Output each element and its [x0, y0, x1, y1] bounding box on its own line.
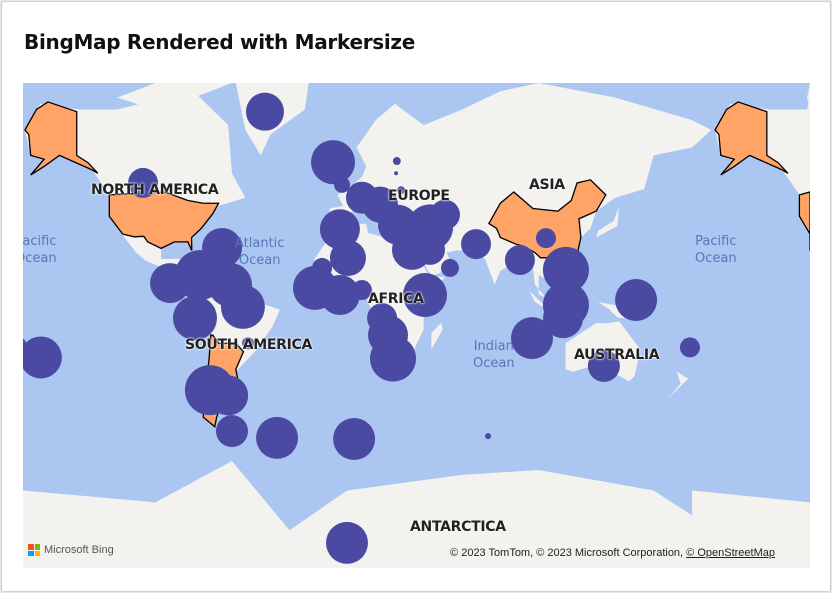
map-marker[interactable]	[319, 209, 360, 250]
map-marker[interactable]	[242, 337, 255, 350]
ocean-label: Pacific Ocean	[695, 234, 737, 266]
attribution-text: © 2023 TomTom, © 2023 Microsoft Corporat…	[450, 547, 687, 559]
antarctica-land	[692, 460, 810, 568]
alaska-highlight[interactable]	[24, 101, 99, 176]
map-marker[interactable]	[542, 246, 589, 293]
map-marker[interactable]	[245, 92, 284, 131]
map-marker[interactable]	[312, 257, 333, 278]
ocean-label: Indian Ocean	[473, 339, 515, 371]
map-marker[interactable]	[397, 186, 406, 195]
continent-label: AUSTRALIA	[574, 347, 660, 363]
continent-label: SOUTH AMERICA	[185, 337, 313, 353]
map-marker[interactable]	[504, 245, 535, 276]
map-marker[interactable]	[485, 433, 492, 440]
map-marker[interactable]	[351, 280, 372, 301]
madagascar-land	[431, 323, 443, 350]
continent-label: EUROPE	[388, 188, 450, 204]
ocean-label: Atlantic Ocean	[235, 236, 285, 268]
map-marker[interactable]	[429, 199, 460, 230]
map-marker[interactable]	[326, 521, 368, 564]
alaska-highlight[interactable]	[714, 101, 789, 176]
map-marker[interactable]	[333, 417, 376, 460]
usa-highlight[interactable]	[798, 191, 810, 251]
continent-label: ASIA	[529, 177, 565, 193]
map-marker[interactable]	[440, 258, 459, 277]
map-marker[interactable]	[370, 335, 417, 382]
bing-logo-text: Microsoft Bing	[44, 544, 114, 556]
map-marker[interactable]	[679, 337, 700, 358]
map-marker[interactable]	[403, 273, 448, 318]
map-marker[interactable]	[535, 228, 556, 249]
map-marker[interactable]	[23, 336, 62, 379]
map-marker[interactable]	[415, 234, 446, 265]
openstreetmap-link[interactable]: © OpenStreetMap	[686, 547, 775, 559]
usa-highlight[interactable]	[108, 191, 220, 251]
bing-logo: Microsoft Bing	[28, 544, 114, 556]
antarctica-land	[23, 460, 693, 568]
continent-label: NORTH AMERICA	[91, 182, 219, 198]
continent-label: AFRICA	[368, 291, 424, 307]
map-marker[interactable]	[319, 275, 360, 316]
map-marker[interactable]	[543, 298, 584, 339]
map-marker[interactable]	[311, 140, 356, 185]
attribution: © 2023 TomTom, © 2023 Microsoft Corporat…	[450, 547, 775, 559]
japan-land	[596, 205, 620, 238]
map-marker[interactable]	[615, 279, 658, 321]
map-marker[interactable]	[394, 171, 399, 176]
arctic-islands-land	[116, 83, 232, 110]
map-marker[interactable]	[128, 167, 159, 198]
ocean-label: Pacific Ocean	[23, 234, 57, 266]
map-marker[interactable]	[215, 415, 248, 448]
map-marker[interactable]	[150, 263, 191, 304]
map-marker[interactable]	[256, 416, 299, 459]
microsoft-logo-icon	[28, 544, 40, 556]
new-zealand-land	[667, 371, 689, 400]
map-marker[interactable]	[172, 296, 217, 341]
map-marker[interactable]	[510, 317, 553, 360]
map-marker[interactable]	[329, 240, 366, 277]
bing-map[interactable]: Pacific Ocean Atlantic Ocean Indian Ocea…	[23, 83, 810, 568]
arctic-islands-land	[807, 83, 810, 110]
map-marker[interactable]	[220, 284, 265, 329]
map-marker[interactable]	[334, 176, 351, 193]
continent-label: ANTARCTICA	[410, 519, 506, 535]
map-marker[interactable]	[461, 229, 492, 260]
map-marker[interactable]	[208, 375, 249, 416]
map-marker[interactable]	[392, 157, 401, 166]
page-title: BingMap Rendered with Markersize	[24, 30, 416, 54]
map-marker[interactable]	[587, 349, 620, 382]
map-canvas[interactable]	[23, 83, 810, 568]
